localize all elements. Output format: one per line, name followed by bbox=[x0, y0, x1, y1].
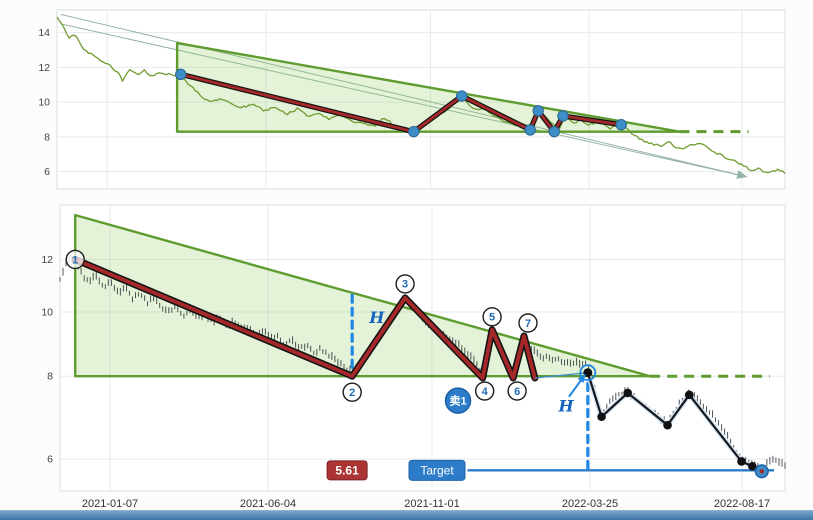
target-price-text: 5.61 bbox=[335, 463, 359, 477]
wave-number-3: 3 bbox=[402, 279, 408, 291]
horizontal-scrollbar[interactable] bbox=[0, 510, 813, 520]
wave-circle-1 bbox=[65, 249, 85, 270]
pivot-dot bbox=[532, 105, 544, 117]
breakout-connector bbox=[534, 372, 588, 379]
wave-number-4: 4 bbox=[482, 386, 489, 398]
target-tag bbox=[408, 459, 466, 481]
pivot-dot bbox=[615, 118, 627, 131]
descending-triangle bbox=[74, 213, 652, 378]
y-tick-label: 8 bbox=[47, 371, 53, 383]
y-tick-label: 10 bbox=[38, 97, 50, 109]
x-tick-label: 2021-01-07 bbox=[81, 498, 139, 510]
wave-number-2: 2 bbox=[349, 387, 355, 399]
swing-dot bbox=[748, 462, 757, 471]
y-tick-label: 12 bbox=[38, 62, 50, 74]
descending-triangle bbox=[175, 41, 681, 133]
target-price-tag bbox=[326, 460, 368, 481]
wave-circle-6 bbox=[507, 381, 527, 401]
pivot-dot bbox=[548, 125, 560, 138]
wave-circle-5 bbox=[482, 307, 502, 327]
swing-dot bbox=[663, 420, 672, 430]
swing-dot bbox=[685, 390, 694, 400]
breakout-arrowhead bbox=[577, 374, 586, 384]
y-tick-label: 10 bbox=[41, 306, 53, 318]
downtrend-arrowhead bbox=[736, 170, 748, 179]
height-label: H bbox=[368, 308, 385, 327]
pivot-dot bbox=[175, 68, 187, 81]
y-tick-label: 14 bbox=[38, 27, 50, 39]
pivot-dot bbox=[557, 110, 569, 122]
pivot-dot bbox=[524, 124, 536, 136]
target-tag-text: Target bbox=[420, 463, 454, 477]
x-tick-label: 2022-03-25 bbox=[561, 498, 619, 510]
wave-circle-2 bbox=[342, 382, 362, 402]
detail-panel: 6 8 10 12 1 2 3 4 5 6 7 H H 卖1 5.61 Target bbox=[8, 202, 806, 494]
plot-frame bbox=[59, 204, 786, 492]
pivot-dot bbox=[408, 125, 420, 138]
y-tick-label: 12 bbox=[41, 254, 53, 266]
wave-number-5: 5 bbox=[489, 312, 495, 324]
y-tick-label: 6 bbox=[44, 166, 50, 178]
wave-zigzag bbox=[73, 257, 537, 380]
y-tick-label: 8 bbox=[44, 131, 50, 143]
wave-circle-3 bbox=[395, 274, 415, 294]
wave-number-7: 7 bbox=[525, 318, 531, 330]
gridlines bbox=[57, 10, 785, 189]
overview-chart-canvas[interactable]: 6 8 10 12 14 bbox=[8, 6, 806, 194]
breakout-ring bbox=[579, 364, 597, 382]
x-tick-label: 2022-08-17 bbox=[713, 498, 771, 510]
x-tick-label: 2021-11-01 bbox=[404, 498, 460, 510]
wave-number-1: 1 bbox=[72, 254, 78, 266]
sell-signal-text: 卖1 bbox=[449, 393, 466, 407]
x-tick-label: 2021-06-04 bbox=[239, 498, 297, 510]
target-hit-dot-core bbox=[759, 469, 764, 474]
sell-signal-badge bbox=[444, 387, 472, 414]
wave-circle-7 bbox=[518, 313, 538, 333]
y-tick-label: 6 bbox=[47, 454, 53, 466]
swing-dot bbox=[623, 388, 632, 398]
height-label: H bbox=[557, 397, 574, 416]
swing-dot bbox=[597, 412, 606, 422]
wave-circle-4 bbox=[474, 381, 495, 401]
downtrend-channel-lines bbox=[60, 13, 748, 178]
swing-dot bbox=[737, 457, 746, 466]
wave-number-6: 6 bbox=[514, 386, 520, 398]
pivot-dot bbox=[456, 90, 468, 102]
overview-panel: 6 8 10 12 14 bbox=[8, 6, 806, 194]
